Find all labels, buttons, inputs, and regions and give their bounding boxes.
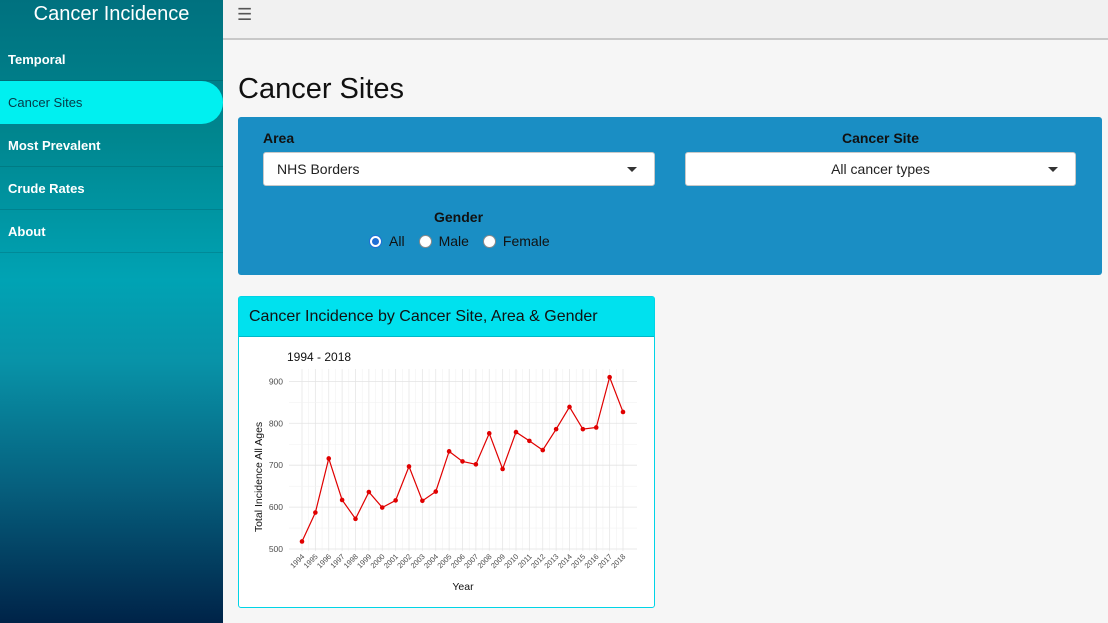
cancer-site-label: Cancer Site [841,130,920,146]
data-point [420,498,425,504]
data-point [460,459,465,464]
sidebar-item-crude-rates[interactable]: Crude Rates [0,167,223,210]
data-point [326,456,332,461]
data-point [339,497,345,503]
x-axis-label: Year [452,581,474,593]
data-point [620,409,626,415]
sidebar-item-temporal[interactable]: Temporal [0,38,223,81]
gender-option-all[interactable]: All [369,233,405,249]
radio-unchecked-icon[interactable] [482,234,496,248]
data-point [513,429,519,435]
data-point [580,426,586,432]
filter-panel: Area NHS Borders Cancer Site All cancer … [238,117,1102,275]
data-point [433,489,439,494]
data-point [393,498,398,503]
chevron-down-icon [1048,167,1058,172]
x-tick-label: 2018 [609,552,627,570]
data-point [607,374,612,380]
radio-unchecked-icon[interactable] [418,234,432,248]
data-points [299,374,626,544]
y-tick-label: 900 [269,376,283,386]
chart-title: 1994 - 2018 [287,350,351,364]
gender-label: Gender [434,209,484,225]
radio-checked-icon[interactable] [369,234,382,248]
data-point [366,489,372,495]
y-axis: 500 600 700 800 900 [269,376,283,554]
sidebar: Cancer Incidence Temporal Cancer Sites M… [0,0,223,623]
top-bar: ☰ [223,0,1108,40]
area-select-value: NHS Borders [277,161,360,177]
data-point [527,438,532,444]
page-title: Cancer Sites [238,73,405,105]
data-point [553,426,559,432]
line-chart: 1994 - 2018 500 600 700 800 900 199419951996… [253,350,637,593]
y-tick-label: 800 [269,418,283,428]
sidebar-item-cancer-sites[interactable]: Cancer Sites [0,81,223,124]
data-point [500,466,505,472]
chart-grid [289,369,637,551]
chevron-down-icon [627,167,637,172]
data-point [299,539,305,544]
data-point [567,404,572,410]
gender-option-label: Male [438,233,469,249]
area-select[interactable]: NHS Borders [263,152,655,186]
data-point [593,425,599,430]
data-point [353,516,358,522]
cancer-site-select-value: All cancer types [831,161,930,177]
data-point [313,510,318,515]
data-point [446,449,452,454]
y-axis-label: Total Incidence All Ages [253,422,265,532]
data-point [406,464,412,469]
gender-option-male[interactable]: Male [418,233,469,249]
data-point [379,505,385,510]
cancer-site-select[interactable]: All cancer types [685,152,1076,186]
gender-option-label: Female [502,233,550,249]
hamburger-icon[interactable]: ☰ [237,5,253,24]
x-axis: 1994199519961997199819992000200120022003… [288,552,627,570]
sidebar-nav: Temporal Cancer Sites Most Prevalent Cru… [0,38,223,253]
gender-radio-group: All Male Female [369,233,564,249]
area-label: Area [263,130,295,146]
y-tick-label: 700 [269,460,283,470]
app-title: Cancer Incidence [33,3,190,25]
y-tick-label: 500 [269,544,283,554]
data-point [473,462,479,467]
gender-option-label: All [389,233,405,249]
chart-card-title: Cancer Incidence by Cancer Site, Area & … [239,297,654,337]
data-point [540,447,546,453]
sidebar-item-most-prevalent[interactable]: Most Prevalent [0,124,223,167]
chart-card: Cancer Incidence by Cancer Site, Area & … [238,296,655,608]
gender-option-female[interactable]: Female [482,233,550,249]
data-point [486,431,492,436]
y-tick-label: 600 [269,502,283,512]
sidebar-item-about[interactable]: About [0,210,223,253]
